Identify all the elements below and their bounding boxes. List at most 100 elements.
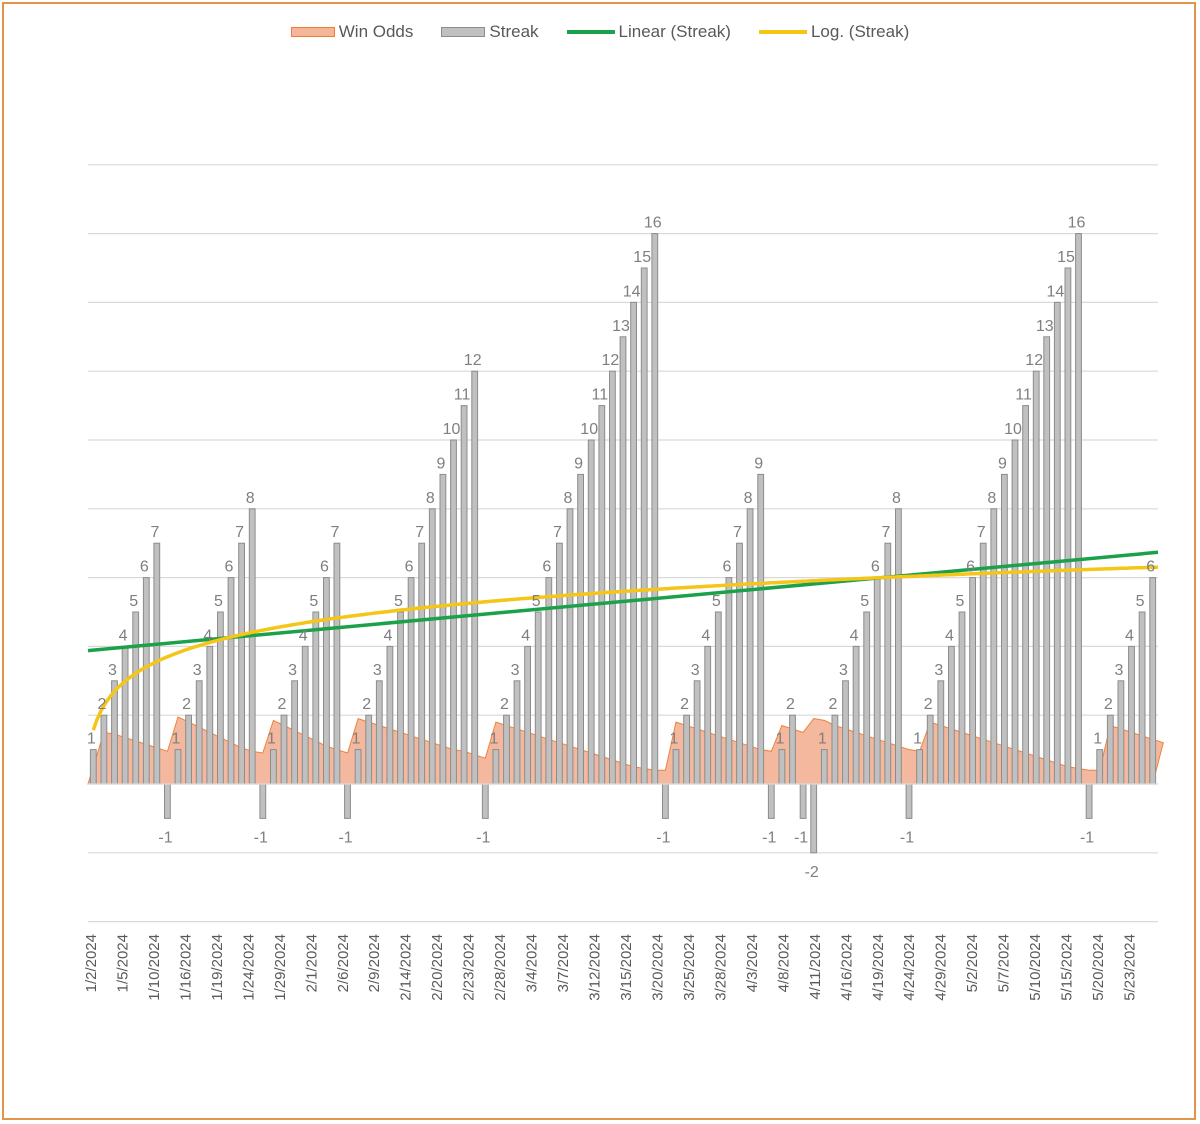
- streak-bar: [767, 783, 775, 819]
- streak-data-label: 4: [383, 627, 392, 644]
- streak-bar: [1064, 267, 1072, 785]
- streak-data-label: 10: [443, 421, 461, 438]
- streak-bar: [1138, 611, 1146, 785]
- streak-data-label: 11: [454, 387, 471, 404]
- streak-data-label: 12: [1025, 352, 1043, 369]
- streak-bar: [492, 749, 500, 785]
- streak-bar: [185, 714, 192, 785]
- streak-bar: [301, 645, 309, 785]
- streak-data-label: 2: [680, 696, 689, 713]
- streak-bar: [386, 645, 394, 785]
- streak-bar: [757, 473, 765, 785]
- x-tick-label: 4/24/2024: [901, 934, 918, 1001]
- streak-bar: [609, 370, 616, 785]
- x-tick-label: 5/7/2024: [996, 934, 1013, 992]
- streak-data-label: 2: [1104, 696, 1113, 713]
- streak-data-label: 14: [1047, 283, 1065, 300]
- streak-data-label: 7: [881, 524, 890, 541]
- streak-data-label: 4: [521, 627, 530, 644]
- streak-data-label: 9: [754, 455, 763, 472]
- streak-bar: [1128, 645, 1135, 785]
- x-tick-label: 4/29/2024: [933, 934, 950, 1001]
- streak-data-label: 1: [775, 731, 784, 748]
- streak-bar: [270, 749, 277, 785]
- streak-bar: [259, 783, 267, 819]
- x-tick-label: 4/19/2024: [870, 934, 887, 1001]
- streak-bar: [1032, 370, 1040, 785]
- streak-bar: [354, 749, 362, 785]
- streak-data-label: 9: [998, 455, 1007, 472]
- streak-data-label: 2: [500, 696, 509, 713]
- streak-bar: [683, 714, 691, 785]
- legend-label-linear: Linear (Streak): [618, 22, 731, 41]
- streak-data-label: -1: [254, 829, 268, 846]
- streak-data-label: 1: [1093, 731, 1102, 748]
- streak-bar: [640, 267, 648, 785]
- streak-data-label: 1: [267, 731, 276, 748]
- x-tick-label: 1/5/2024: [115, 934, 132, 992]
- streak-data-label: 6: [225, 559, 234, 576]
- streak-data-label: -1: [1080, 829, 1094, 846]
- streak-bar: [619, 336, 627, 785]
- streak-bar: [100, 714, 108, 785]
- streak-bar: [1053, 301, 1061, 785]
- streak-bar: [1149, 577, 1157, 785]
- streak-bar: [365, 714, 373, 785]
- streak-bar: [121, 645, 129, 785]
- legend-item-streak: Streak: [441, 22, 539, 42]
- x-tick-label: 2/1/2024: [303, 934, 320, 992]
- streak-bar: [1001, 473, 1008, 785]
- legend: Win Odds Streak Linear (Streak) Log. (St…: [0, 22, 1200, 42]
- streak-bar: [513, 680, 521, 785]
- x-tick-label: 3/25/2024: [681, 934, 698, 1001]
- linear-swatch: [566, 30, 615, 34]
- streak-data-label: 16: [1068, 215, 1086, 232]
- streak-data-label: 7: [553, 524, 562, 541]
- x-tick-label: 3/12/2024: [587, 934, 604, 1001]
- streak-data-label: 2: [97, 696, 106, 713]
- streak-data-label: 5: [532, 593, 541, 610]
- streak-bar: [195, 680, 203, 785]
- streak-data-label: 3: [691, 662, 700, 679]
- streak-bar: [481, 783, 489, 819]
- streak-bar: [227, 577, 235, 785]
- streak-data-label: 3: [288, 662, 297, 679]
- streak-bar: [566, 508, 574, 785]
- streak-data-label: 8: [744, 490, 753, 507]
- streak-data-label: 12: [464, 352, 482, 369]
- streak-bar: [89, 749, 97, 785]
- streak-data-label: 10: [1004, 421, 1022, 438]
- x-tick-label: 1/24/2024: [240, 934, 257, 1001]
- streak-bar: [820, 749, 828, 785]
- x-tick-label: 2/14/2024: [398, 934, 415, 1001]
- streak-bar: [979, 542, 987, 785]
- streak-data-label: 13: [612, 318, 630, 335]
- streak-bar: [863, 611, 871, 785]
- streak-bar: [1043, 336, 1051, 785]
- streak-bar: [577, 473, 585, 785]
- streak-data-label: 4: [119, 627, 128, 644]
- streak-bar: [799, 783, 807, 819]
- legend-label-win-odds: Win Odds: [338, 22, 414, 41]
- streak-bar: [450, 439, 457, 785]
- streak-bar: [746, 508, 754, 785]
- streak-bar: [556, 542, 563, 785]
- streak-data-label: 3: [511, 662, 520, 679]
- streak-data-label: 2: [278, 696, 287, 713]
- streak-bar: [587, 439, 595, 785]
- data-labels: 1234567-112345678-11234567-1123456789101…: [87, 215, 1155, 881]
- streak-bar: [884, 542, 892, 785]
- streak-data-label: 5: [1136, 593, 1145, 610]
- streak-data-label: 1: [913, 731, 922, 748]
- streak-bar: [916, 749, 924, 785]
- streak-bar: [248, 508, 256, 785]
- x-tick-label: 4/16/2024: [838, 934, 855, 1001]
- streak-data-label: 2: [828, 696, 837, 713]
- streak-data-label: 8: [987, 490, 996, 507]
- streak-bar: [736, 542, 743, 785]
- x-tick-label: 5/15/2024: [1059, 934, 1076, 1001]
- x-tick-label: 1/19/2024: [209, 934, 226, 1001]
- streak-data-label: -1: [762, 829, 776, 846]
- streak-bar: [428, 508, 436, 785]
- linear-trendline: [87, 550, 1159, 653]
